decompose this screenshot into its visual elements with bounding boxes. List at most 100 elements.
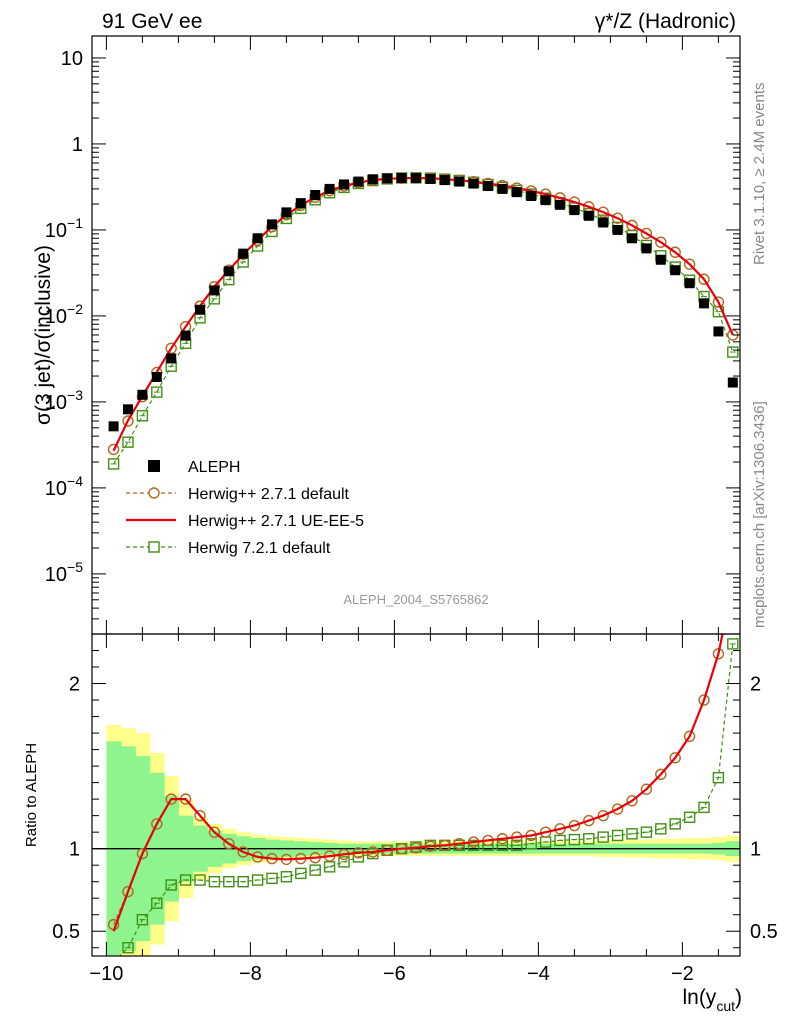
- ratio-herwig7-default-line: [119, 643, 734, 956]
- aleph-data-point: [123, 404, 133, 415]
- ratio-herwigpp-default-marker: [597, 809, 609, 822]
- ratio-y-tick-label-right: 2: [750, 674, 761, 696]
- main-marks: [107, 172, 739, 470]
- ratio-herwig7-default-marker: [525, 838, 537, 850]
- aleph-data-point: [583, 210, 594, 221]
- ratio-herwig7-default-marker: [698, 801, 710, 814]
- aleph-data-point: [367, 174, 378, 185]
- aleph-data-point: [151, 371, 162, 382]
- ratio-herwigpp-default-marker: [136, 847, 149, 860]
- aleph-data-point: [526, 191, 537, 202]
- aleph-data-point: [670, 265, 681, 276]
- ratio-herwig7-default-marker: [683, 811, 696, 823]
- ratio-herwig7-default-marker: [179, 874, 192, 886]
- ratio-herwigpp-default-marker: [698, 694, 710, 706]
- ratio-herwig7-default-marker: [611, 829, 624, 842]
- herwigpp-ueee5-line: [112, 176, 734, 452]
- aleph-data-point: [281, 207, 292, 218]
- ratio-herwig7-default-marker: [583, 833, 595, 845]
- ratio-herwigpp-ueee5-line: [112, 634, 724, 932]
- rivet-version-label: Rivet 3.1.10, ≥ 2.4M events: [751, 83, 768, 266]
- aleph-data-point: [324, 183, 335, 194]
- ratio-herwigpp-default-marker: [223, 838, 235, 850]
- x-tick-label: −8: [239, 963, 262, 985]
- ratio-x-axis: −10 −8 −6 −4 −2: [89, 634, 719, 985]
- aleph-data-point: [641, 243, 652, 254]
- ratio-panel: 0.5 0.5 1 1 2 2 −10 −8 −6 −4 −2 Ratio to ALEPH ln…: [23, 633, 778, 1014]
- x-tick-label: −2: [671, 963, 694, 985]
- ratio-y-tick-label: 2: [69, 674, 80, 696]
- ratio-herwig7-default-marker: [640, 826, 653, 838]
- aleph-data-point: [497, 183, 508, 194]
- aleph-data-point: [295, 198, 306, 209]
- ratio-herwig7-default-marker: [597, 831, 609, 843]
- herwigpp-default-marker: [712, 296, 725, 308]
- main-y-tick-label: 10−4: [45, 473, 83, 500]
- herwigpp-default-marker: [669, 246, 681, 258]
- aleph-data-point: [540, 195, 551, 206]
- ratio-y-tick-label: 0.5: [52, 921, 80, 943]
- ratio-herwig7-default-marker: [295, 867, 307, 880]
- x-axis-label: ln(ycut): [682, 986, 742, 1014]
- header-left-label: 91 GeV ee: [102, 10, 202, 33]
- herwigpp-default-line: [113, 177, 734, 450]
- ratio-herwig7-default-marker: [237, 875, 249, 888]
- aleph-data-point: [555, 199, 565, 210]
- main-panel: 10−5 10−4 10−3 10−2 10−1 1 10 σ(3 jet)/σ(inclu…: [32, 35, 741, 635]
- herwigpp-default-marker: [597, 206, 609, 218]
- ratio-herwig7-default-marker: [323, 861, 336, 873]
- aleph-data-point: [396, 172, 407, 183]
- aleph-data-point: [598, 217, 609, 228]
- ratio-herwig7-default-marker: [194, 874, 206, 886]
- aleph-data-point: [166, 353, 177, 364]
- ratio-herwig7-default-marker: [727, 638, 739, 650]
- ratio-y-tick-label-right: 0.5: [750, 921, 778, 943]
- ratio-herwigpp-default-marker: [669, 752, 681, 764]
- ratio-herwigpp-default-marker: [122, 885, 134, 898]
- ratio-herwigpp-default-marker: [568, 819, 581, 832]
- herwigpp-default-marker: [683, 258, 696, 270]
- aleph-data-point: [439, 175, 450, 186]
- ratio-herwig7-default-marker: [136, 913, 149, 926]
- header-right-label: γ*/Z (Hadronic): [595, 10, 736, 33]
- main-y-tick-label: 10−5: [45, 559, 83, 586]
- aleph-data-point: [382, 173, 393, 184]
- aleph-data-point: [713, 326, 724, 337]
- herwig7-default-marker: [727, 346, 739, 358]
- aleph-data-point: [310, 189, 321, 200]
- ratio-herwig7-default-marker: [223, 875, 235, 888]
- ratio-herwigpp-default-marker: [554, 823, 566, 835]
- ratio-herwig7-default-marker: [251, 874, 264, 886]
- ratio-herwig7-default-marker: [122, 942, 134, 954]
- main-y-tick-label: 10−2: [45, 301, 83, 328]
- ratio-y-axis-label: Ratio to ALEPH: [23, 743, 40, 847]
- main-y-axis: 10−5 10−4 10−3 10−2 10−1 1 10: [45, 48, 740, 635]
- ratio-herwigpp-default-marker: [208, 826, 221, 838]
- main-y-tick-label: 10−3: [45, 387, 83, 414]
- aleph-data-point: [339, 179, 349, 190]
- ratio-herwig7-default-marker: [165, 879, 177, 891]
- ratio-herwig7-default-marker: [208, 875, 221, 888]
- herwig7-default-marker: [136, 410, 149, 422]
- ratio-herwigpp-default-marker: [683, 730, 696, 743]
- legend-marker-herwigpp-default: [148, 487, 160, 499]
- ratio-herwigpp-default-marker: [583, 814, 595, 827]
- aleph-data-point: [238, 248, 249, 259]
- legend-label: Herwig 7.2.1 default: [188, 540, 331, 557]
- ratio-y-axis: 0.5 0.5 1 1 2 2: [52, 650, 778, 949]
- aleph-data-point: [195, 304, 205, 315]
- ratio-frame: [91, 633, 741, 957]
- ratio-herwigpp-default-marker: [151, 818, 163, 830]
- main-x-axis: [105, 36, 719, 634]
- ratio-herwig7-default-marker: [626, 828, 638, 840]
- herwigpp-default-marker: [165, 342, 177, 355]
- aleph-data-point: [454, 176, 465, 187]
- aleph-data-point: [137, 389, 148, 400]
- ratio-herwigpp-default-marker: [640, 783, 653, 795]
- ratio-herwigpp-default-marker: [237, 846, 249, 858]
- aleph-data-point: [223, 266, 234, 277]
- ratio-herwigpp-default-marker: [611, 803, 624, 815]
- aleph-data-point: [353, 176, 364, 187]
- main-y-tick-label: 10−1: [45, 215, 83, 242]
- aleph-data-point: [569, 205, 580, 216]
